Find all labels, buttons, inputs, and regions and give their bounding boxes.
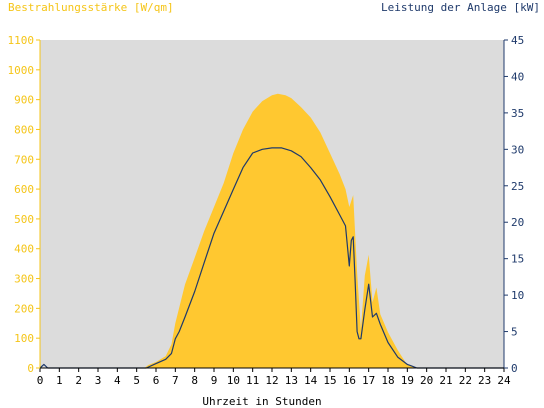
- right-axis-title: Leistung der Anlage [kW]: [381, 1, 540, 14]
- x-tick-label: 17: [362, 374, 375, 387]
- x-axis-title: Uhrzeit in Stunden: [202, 395, 321, 408]
- x-tick-label: 21: [439, 374, 452, 387]
- left-y-tick-label: 800: [14, 123, 34, 136]
- x-tick-label: 18: [381, 374, 394, 387]
- right-y-tick-label: 20: [511, 216, 524, 229]
- x-tick-label: 5: [133, 374, 140, 387]
- power-line-layer: [39, 147, 504, 369]
- x-tick-label: 14: [304, 374, 318, 387]
- x-tick-label: 2: [75, 374, 82, 387]
- left-y-tick-label: 500: [14, 213, 34, 226]
- right-y-tick-label: 25: [511, 180, 524, 193]
- left-y-tick-label: 400: [14, 243, 34, 256]
- x-tick-label: 7: [172, 374, 179, 387]
- right-y-tick-label: 5: [511, 326, 518, 339]
- left-y-tick-label: 700: [14, 153, 34, 166]
- x-tick-label: 8: [191, 374, 198, 387]
- right-y-tick-label: 30: [511, 143, 524, 156]
- x-tick-label: 12: [265, 374, 278, 387]
- x-tick-label: 16: [343, 374, 356, 387]
- x-tick-label: 9: [211, 374, 218, 387]
- x-tick-label: 6: [153, 374, 160, 387]
- right-y-tick-label: 15: [511, 253, 524, 266]
- left-y-tick-label: 1000: [8, 64, 35, 77]
- x-tick-label: 20: [420, 374, 433, 387]
- x-tick-label: 10: [227, 374, 240, 387]
- x-tick-label: 23: [478, 374, 491, 387]
- left-axis-title: Bestrahlungsstärke [W/qm]: [8, 1, 174, 14]
- x-tick-label: 3: [95, 374, 102, 387]
- left-y-tick-label: 100: [14, 332, 34, 345]
- x-tick-label: 22: [459, 374, 472, 387]
- ticks-layer: 0 1 2 3 4 5 6 7 8 9 10 11 12 13 14 15 16 17 18 19 20 21 22 23 24…: [8, 34, 525, 387]
- power-line: [39, 147, 504, 369]
- irradiance-area: [40, 93, 504, 368]
- irradiance-area-layer: [40, 93, 504, 368]
- left-y-tick-label: 1100: [8, 34, 35, 47]
- left-y-tick-label: 300: [14, 273, 34, 286]
- left-y-tick-label: 0: [27, 362, 34, 375]
- right-y-tick-label: 40: [511, 70, 524, 83]
- right-y-tick-label: 10: [511, 289, 524, 302]
- x-tick-label: 0: [37, 374, 44, 387]
- right-y-tick-label: 35: [511, 107, 524, 120]
- left-y-tick-label: 200: [14, 302, 34, 315]
- right-y-tick-label: 0: [511, 362, 518, 375]
- x-tick-label: 15: [323, 374, 336, 387]
- x-tick-label: 24: [497, 374, 511, 387]
- x-tick-label: 19: [401, 374, 414, 387]
- left-y-tick-label: 900: [14, 94, 34, 107]
- right-y-tick-label: 45: [511, 34, 524, 47]
- x-tick-label: 4: [114, 374, 121, 387]
- x-tick-label: 13: [285, 374, 298, 387]
- x-tick-label: 11: [246, 374, 259, 387]
- left-y-tick-label: 600: [14, 183, 34, 196]
- x-tick-label: 1: [56, 374, 63, 387]
